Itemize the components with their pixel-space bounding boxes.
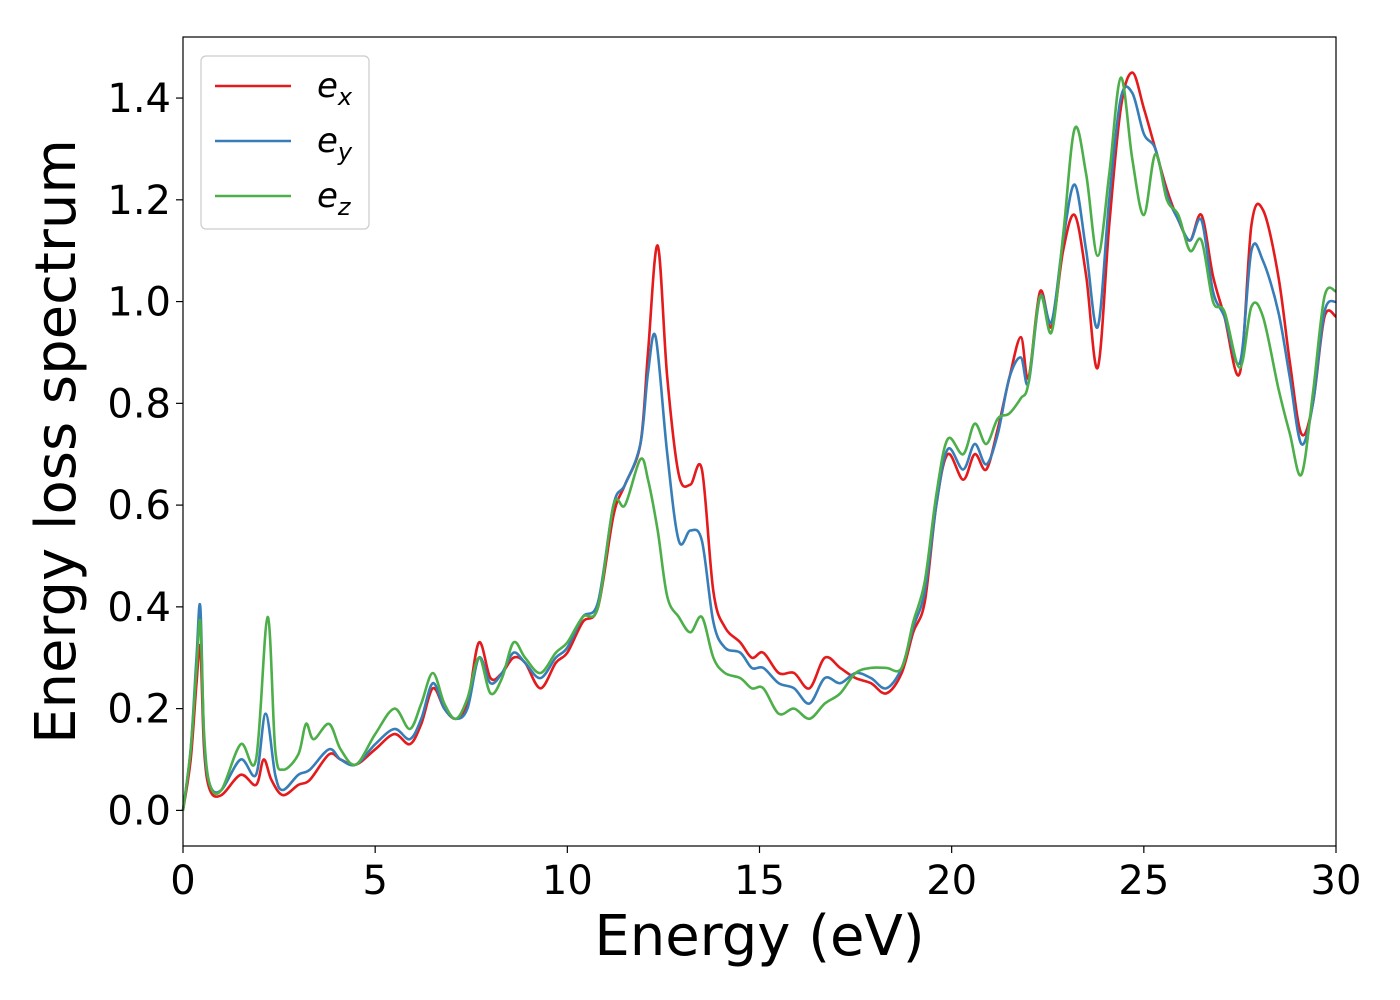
y-tick-label: 1.2 — [107, 178, 171, 224]
y-tick-label: 0.4 — [107, 585, 171, 631]
y-tick-label: 0.0 — [107, 788, 171, 834]
x-tick-label: 20 — [926, 858, 977, 904]
series-line-y — [181, 85, 1337, 811]
x-tick-label: 10 — [542, 858, 593, 904]
y-tick-label: 0.6 — [107, 483, 171, 529]
y-axis-title: Energy loss spectrum — [24, 139, 89, 744]
series-line-z — [181, 76, 1338, 811]
x-axis-ticks: 0 5 10 15 20 25 30 — [170, 846, 1361, 904]
x-tick-label: 5 — [362, 858, 387, 904]
y-tick-label: 1.4 — [107, 76, 171, 122]
legend-label-z: ez — [317, 176, 352, 221]
legend-label-x: ex — [317, 66, 353, 111]
x-tick-label: 15 — [734, 858, 785, 904]
legend: ex ey ez — [200, 55, 370, 230]
y-tick-label: 1.0 — [107, 280, 171, 326]
y-tick-label: 0.8 — [107, 381, 171, 427]
series-group — [181, 71, 1338, 811]
x-tick-label: 0 — [170, 858, 195, 904]
legend-label-y: ey — [317, 121, 353, 166]
plot-background — [183, 37, 1336, 846]
x-tick-label: 25 — [1118, 858, 1169, 904]
x-tick-label: 30 — [1311, 858, 1362, 904]
y-axis-ticks: 0.0 0.2 0.4 0.6 0.8 1.0 1.2 1.4 — [107, 76, 183, 834]
y-tick-label: 0.2 — [107, 687, 171, 733]
legend-box — [200, 55, 370, 230]
x-axis-title: Energy (eV) — [594, 904, 924, 969]
